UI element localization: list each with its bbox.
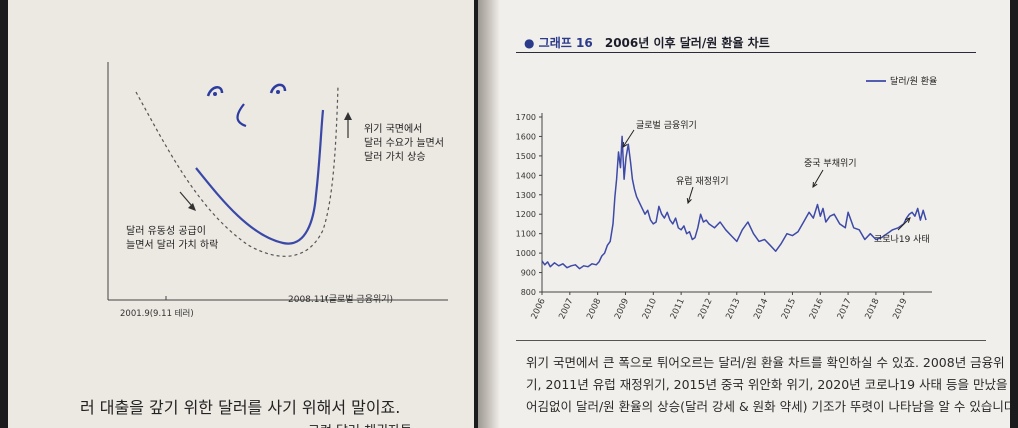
y-tick-label: 900 bbox=[521, 269, 536, 278]
fall-annotation-line1: 달러 유동성 공급이 bbox=[126, 225, 206, 237]
x-tick-label: 2009 bbox=[613, 297, 631, 321]
annotation-label: 글로벌 금융위기 bbox=[636, 120, 697, 131]
y-tick-label: 1500 bbox=[516, 152, 536, 161]
book-gutter-shadow-right bbox=[478, 0, 500, 428]
x-tick-label: 2017 bbox=[836, 297, 854, 321]
left-body-line1: 러 대출을 갚기 위한 달러를 사기 위해서 말이죠. bbox=[80, 398, 401, 417]
annotation-arrowhead-icon bbox=[622, 141, 628, 148]
nose-icon bbox=[236, 103, 247, 128]
x-label-start: 2001.9(9.11 테러) bbox=[120, 309, 194, 319]
x-tick-label: 2016 bbox=[808, 297, 826, 321]
exchange-rate-chart: 800 900 1000 1100 1200 1300 1400 1500 1600 1700 20… bbox=[516, 75, 938, 321]
right-eye-icon bbox=[269, 83, 287, 94]
annotation-arrowhead-icon bbox=[686, 197, 692, 205]
x-tick-label: 2012 bbox=[696, 297, 714, 321]
caption-rule bbox=[516, 340, 986, 341]
figure-label: 그래프 16 bbox=[538, 36, 593, 50]
annotation-arrowhead-icon bbox=[812, 181, 818, 188]
down-arrow-icon bbox=[179, 191, 193, 207]
annotation-arrow-icon bbox=[897, 217, 911, 231]
annotation-arrow-icon bbox=[687, 186, 694, 204]
x-tick-label: 2006 bbox=[530, 297, 548, 321]
dashed-smile-curve bbox=[135, 85, 339, 257]
annotation-label: 유럽 재정위기 bbox=[676, 176, 729, 187]
x-tick-label: 2019 bbox=[891, 297, 909, 321]
caption-line3: 어김없이 달러/원 환율의 상승(달러 강세 & 원화 약세) 기조가 뚜렷이 … bbox=[526, 399, 1010, 414]
x-tick-label: 2015 bbox=[780, 297, 798, 321]
left-eye-icon bbox=[206, 86, 224, 97]
y-tick-label: 1000 bbox=[516, 249, 536, 258]
x-tick-label: 2018 bbox=[863, 297, 881, 321]
rise-annotation-line3: 달러 가치 상승 bbox=[364, 151, 426, 163]
fall-annotation-line2: 늘면서 달러 가치 하락 bbox=[126, 238, 218, 251]
legend-label: 달러/원 환율 bbox=[890, 75, 937, 87]
right-book-page: ● 그래프 16 2006년 이후 달러/원 환율 차트 800 900 1000 1… bbox=[478, 0, 1010, 428]
y-tick-label: 1600 bbox=[516, 132, 536, 141]
x-tick-label: 2013 bbox=[724, 297, 742, 321]
figure-bullet-icon: ● bbox=[524, 36, 535, 50]
rise-annotation-line1: 위기 국면에서 bbox=[364, 122, 422, 135]
y-tick-label: 1700 bbox=[516, 113, 536, 122]
y-tick-label: 1300 bbox=[516, 191, 536, 200]
x-tick-label: 2011 bbox=[669, 297, 687, 321]
x-tick-label: 2014 bbox=[752, 297, 770, 321]
x-tick-label: 2008 bbox=[585, 297, 603, 321]
caption-line1: 위기 국면에서 큰 폭으로 튀어오르는 달러/원 환율 차트를 확인하실 수 있… bbox=[526, 355, 1005, 370]
figure-title-text: 2006년 이후 달러/원 환율 차트 bbox=[604, 36, 770, 50]
series-line-달러/원 환율 bbox=[541, 135, 927, 270]
left-body-line2: 그런 달러 채권자들 bbox=[308, 420, 412, 428]
y-tick-label: 800 bbox=[521, 288, 536, 297]
x-tick-label: 2010 bbox=[641, 297, 659, 321]
y-tick-label: 1400 bbox=[516, 171, 536, 180]
annotation-arrow-icon bbox=[812, 169, 824, 188]
left-book-page: 위기 국면에서 달러 수요가 늘면서 달러 가치 상승 달러 유동성 공급이 늘… bbox=[8, 0, 474, 428]
figure-title: ● 그래프 16 2006년 이후 달러/원 환율 차트 bbox=[524, 34, 770, 51]
y-tick-label: 1200 bbox=[516, 210, 536, 219]
x-tick-label: 2007 bbox=[557, 297, 575, 321]
annotation-label: 중국 부채위기 bbox=[804, 158, 857, 169]
annotation-arrowhead-icon bbox=[905, 217, 911, 223]
annotation-arrow-icon bbox=[622, 129, 635, 148]
blue-smile-curve bbox=[195, 109, 325, 245]
rise-annotation-line2: 달러 수요가 늘면서 bbox=[364, 137, 444, 149]
dollar-smile-diagram: 위기 국면에서 달러 수요가 늘면서 달러 가치 상승 달러 유동성 공급이 늘… bbox=[107, 62, 448, 319]
x-label-end: 2008.11(글로벌 금융위기) bbox=[288, 294, 393, 305]
figure-title-rule bbox=[516, 52, 976, 53]
y-tick-label: 1100 bbox=[516, 230, 536, 239]
caption-line2: 기, 2011년 유럽 재정위기, 2015년 중국 위안화 위기, 2020년… bbox=[526, 377, 1010, 392]
annotation-label: 코로나19 사태 bbox=[874, 234, 930, 245]
